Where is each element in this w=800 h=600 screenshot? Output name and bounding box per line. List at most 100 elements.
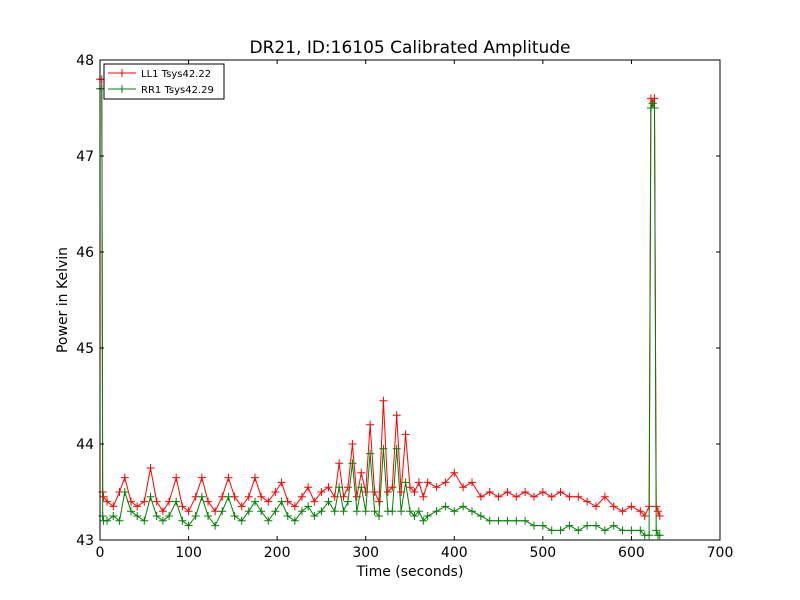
x-tick-label: 0: [96, 545, 105, 561]
x-axis-label: Time (seconds): [356, 564, 464, 580]
plot-frame: [99, 59, 721, 541]
series-rr1: [96, 84, 664, 540]
data-point: [257, 492, 266, 501]
data-point: [547, 526, 556, 535]
data-point: [648, 99, 657, 108]
data-point: [366, 449, 375, 458]
data-point: [178, 516, 187, 525]
data-point: [627, 502, 636, 511]
data-point: [366, 420, 375, 429]
data-point: [655, 512, 664, 520]
data-point: [565, 492, 574, 501]
data-point: [652, 526, 661, 535]
data-point: [335, 459, 344, 468]
data-point: [277, 497, 286, 506]
data-point: [344, 483, 352, 492]
data-point: [650, 104, 659, 112]
data-point: [459, 483, 468, 492]
data-point: [290, 516, 299, 525]
data-point: [441, 478, 450, 487]
data-point: [592, 521, 600, 530]
data-point: [432, 483, 441, 492]
data-point: [304, 483, 313, 492]
data-point: [191, 512, 200, 520]
data-point: [512, 516, 521, 525]
x-tick-label: 100: [175, 545, 202, 561]
data-point: [503, 516, 512, 525]
data-point: [468, 478, 476, 487]
data-point: [494, 492, 503, 501]
data-point: [344, 497, 352, 506]
data-point: [257, 507, 266, 516]
data-point: [419, 516, 428, 525]
data-point: [152, 512, 161, 520]
data-point: [423, 512, 432, 520]
data-point: [237, 516, 246, 525]
data-point: [521, 516, 530, 525]
data-point: [530, 492, 538, 501]
data-point: [414, 507, 423, 516]
data-point: [423, 478, 432, 487]
data-point: [310, 497, 319, 506]
legend-label-ll1: LL1 Tsys42.22: [141, 69, 211, 80]
data-point: [218, 507, 227, 516]
data-point: [583, 521, 592, 530]
data-point: [264, 497, 273, 506]
data-point: [251, 473, 259, 482]
data-point: [521, 488, 530, 496]
data-point: [419, 492, 428, 501]
data-point: [640, 512, 649, 520]
data-point: [592, 502, 600, 511]
data-point: [357, 468, 366, 477]
data-point: [600, 492, 609, 501]
data-point: [375, 512, 383, 520]
legend: LL1 Tsys42.22 RR1 Tsys42.29: [103, 63, 225, 100]
data-point: [432, 507, 441, 516]
legend-marker: [118, 69, 126, 77]
data-point: [146, 492, 155, 501]
data-point: [379, 396, 388, 405]
data-point: [109, 512, 118, 520]
data-point: [304, 502, 313, 511]
data-point: [184, 507, 193, 516]
data-point: [370, 488, 379, 496]
data-point: [297, 507, 306, 516]
data-point: [197, 492, 206, 501]
data-point: [115, 516, 124, 525]
y-tick-label: 45: [76, 341, 94, 357]
data-point: [645, 531, 654, 540]
data-point: [165, 512, 174, 520]
data-point: [264, 516, 273, 525]
data-point: [441, 502, 450, 511]
data-point: [277, 478, 286, 487]
data-point: [103, 516, 112, 525]
y-axis-label: Power in Kelvin: [55, 247, 71, 353]
data-point: [547, 492, 556, 501]
data-point: [204, 512, 213, 520]
data-point: [224, 473, 233, 482]
data-point: [290, 502, 299, 511]
data-point: [244, 507, 253, 516]
data-point: [158, 507, 167, 516]
data-point: [335, 483, 344, 492]
data-point: [636, 526, 645, 535]
data-point: [109, 502, 118, 511]
series-layer: [96, 75, 664, 540]
data-point: [127, 507, 135, 516]
x-tick-label: 300: [352, 545, 379, 561]
data-point: [556, 526, 565, 535]
plot-border: [99, 59, 721, 541]
data-point: [468, 507, 476, 516]
data-point: [401, 430, 410, 439]
data-point: [361, 507, 370, 516]
data-point: [370, 507, 379, 516]
data-point: [565, 521, 574, 530]
data-point: [618, 507, 627, 516]
data-point: [392, 444, 401, 453]
y-axis: 43 44 45 46 47 48: [76, 53, 720, 549]
data-point: [251, 497, 259, 506]
data-point: [184, 521, 193, 530]
data-point: [317, 488, 326, 496]
data-point: [654, 507, 662, 516]
data-point: [158, 516, 167, 525]
